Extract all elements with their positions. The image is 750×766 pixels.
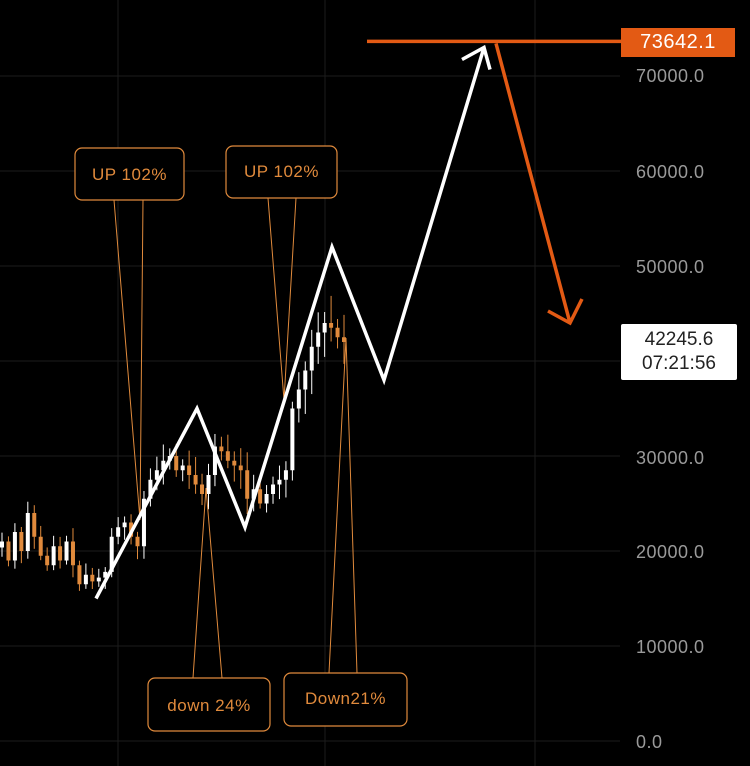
candle-body (45, 555, 50, 566)
candle-body (122, 522, 127, 528)
candle-body (225, 451, 230, 461)
annotation-down-1: down 24% (147, 487, 271, 732)
annotation-up-1: UP 102% (74, 147, 185, 521)
countdown-timer: 07:21:56 (642, 353, 716, 374)
candlestick-series (0, 295, 346, 591)
y-tick-60000: 60000.0 (636, 162, 705, 182)
projection-path (94, 44, 492, 600)
candle-body (193, 475, 198, 485)
projection-arrowhead (461, 44, 492, 70)
candle-body (32, 513, 37, 537)
candle-body (309, 346, 314, 371)
candle-body (283, 470, 288, 480)
target-line (367, 39, 621, 326)
annotation-up-2: UP 102% (225, 145, 338, 401)
candle-body (19, 532, 24, 551)
candle-body (25, 513, 30, 551)
y-tick-50000: 50000.0 (636, 257, 705, 277)
projection-zigzag-line (94, 46, 486, 600)
annotation-label: UP 102% (244, 162, 319, 181)
y-tick-20000: 20000.0 (636, 542, 705, 562)
annotation-label: down 24% (167, 696, 250, 715)
candle-body (335, 327, 340, 338)
candle-body (77, 565, 82, 585)
candle-body (258, 489, 263, 504)
candle-body (38, 536, 43, 556)
candle-body (70, 541, 75, 566)
annotation-down-2: Down21% (283, 337, 408, 727)
candle-body (322, 323, 327, 333)
candle-body (200, 484, 205, 494)
candle-body (206, 475, 211, 494)
candle-body (135, 536, 140, 547)
candle-body (103, 571, 108, 578)
candle-body (342, 337, 346, 342)
y-tick-70000: 70000.0 (636, 66, 705, 86)
candle-body (329, 323, 334, 328)
candle-body (212, 446, 217, 475)
y-tick-0: 0.0 (636, 732, 663, 752)
candle-body (238, 465, 243, 471)
candle-body (6, 541, 11, 561)
candle-body (264, 494, 269, 504)
candle-body (290, 408, 295, 471)
candle-body (12, 532, 17, 561)
candle-body (277, 479, 282, 485)
annotation-label: Down21% (305, 689, 386, 708)
candle-body (180, 465, 185, 471)
candle-body (187, 465, 192, 475)
last-price-box: 42245.6 07:21:56 (621, 324, 737, 380)
candle-body (296, 389, 301, 409)
candle-body (232, 460, 237, 466)
target-price-badge: 73642.1 (621, 28, 735, 57)
y-tick-10000: 10000.0 (636, 637, 705, 657)
candle-body (96, 577, 101, 582)
candle-body (316, 332, 321, 347)
candle-body (154, 470, 159, 480)
last-price: 42245.6 (644, 329, 714, 350)
y-tick-30000: 30000.0 (636, 448, 705, 468)
candle-body (141, 498, 146, 547)
candle-body (0, 541, 4, 548)
drop-arrow-line (494, 42, 572, 324)
drop-arrowhead (547, 298, 584, 326)
candle-body (116, 527, 121, 537)
annotation-label: UP 102% (92, 165, 167, 184)
candle-body (148, 479, 153, 499)
candle-body (83, 574, 88, 585)
candle-body (64, 541, 69, 561)
grid-lines (0, 0, 620, 766)
candle-body (245, 470, 250, 499)
candle-body (219, 446, 224, 452)
candle-body (109, 536, 114, 572)
candle-body (174, 456, 179, 471)
candle-body (271, 484, 276, 494)
candle-body (90, 574, 95, 582)
candle-body (161, 460, 166, 471)
candle-body (303, 370, 308, 390)
candle-body (51, 546, 56, 566)
candle-body (58, 546, 63, 561)
